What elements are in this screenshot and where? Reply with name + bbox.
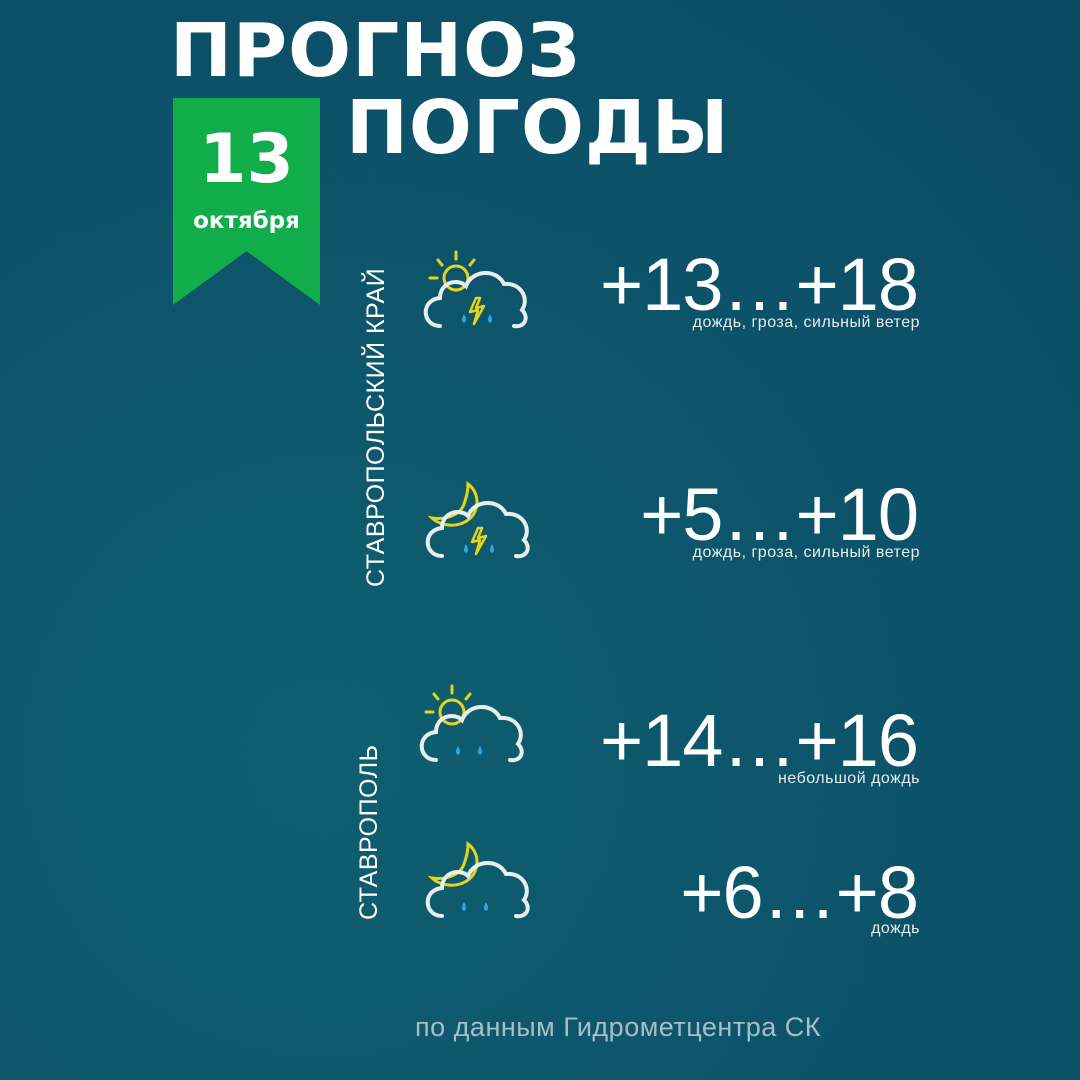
forecast-temp: +14…+16 [599, 699, 919, 782]
forecast-desc: дождь [871, 920, 920, 937]
source-note: по данным Гидрометцентра СК [415, 1012, 821, 1042]
date-day: 13 [199, 120, 294, 199]
region-label-krai: СТАВРОПОЛЬСКИЙ КРАЙ [362, 267, 390, 587]
moon-cloud-thunder-rain-icon [425, 482, 530, 559]
forecast-desc: небольшой дождь [778, 770, 920, 787]
title-line-2: ПОГОДЫ [346, 85, 730, 171]
forecast-temp: +5…+10 [640, 473, 919, 556]
forecast-temp: +13…+18 [599, 243, 919, 326]
sun-cloud-rain-icon [419, 684, 524, 763]
forecast-desc: дождь, гроза, сильный ветер [692, 314, 920, 331]
title-line-1: ПРОГНОЗ [170, 8, 581, 94]
forecast-desc: дождь, гроза, сильный ветер [692, 544, 920, 561]
date-month: октября [193, 208, 300, 234]
moon-cloud-rain-icon [425, 842, 530, 919]
sun-cloud-thunder-rain-icon [423, 250, 528, 329]
forecast-temp: +6…+8 [680, 851, 919, 934]
region-label-city: СТАВРОПОЛЬ [355, 744, 383, 920]
